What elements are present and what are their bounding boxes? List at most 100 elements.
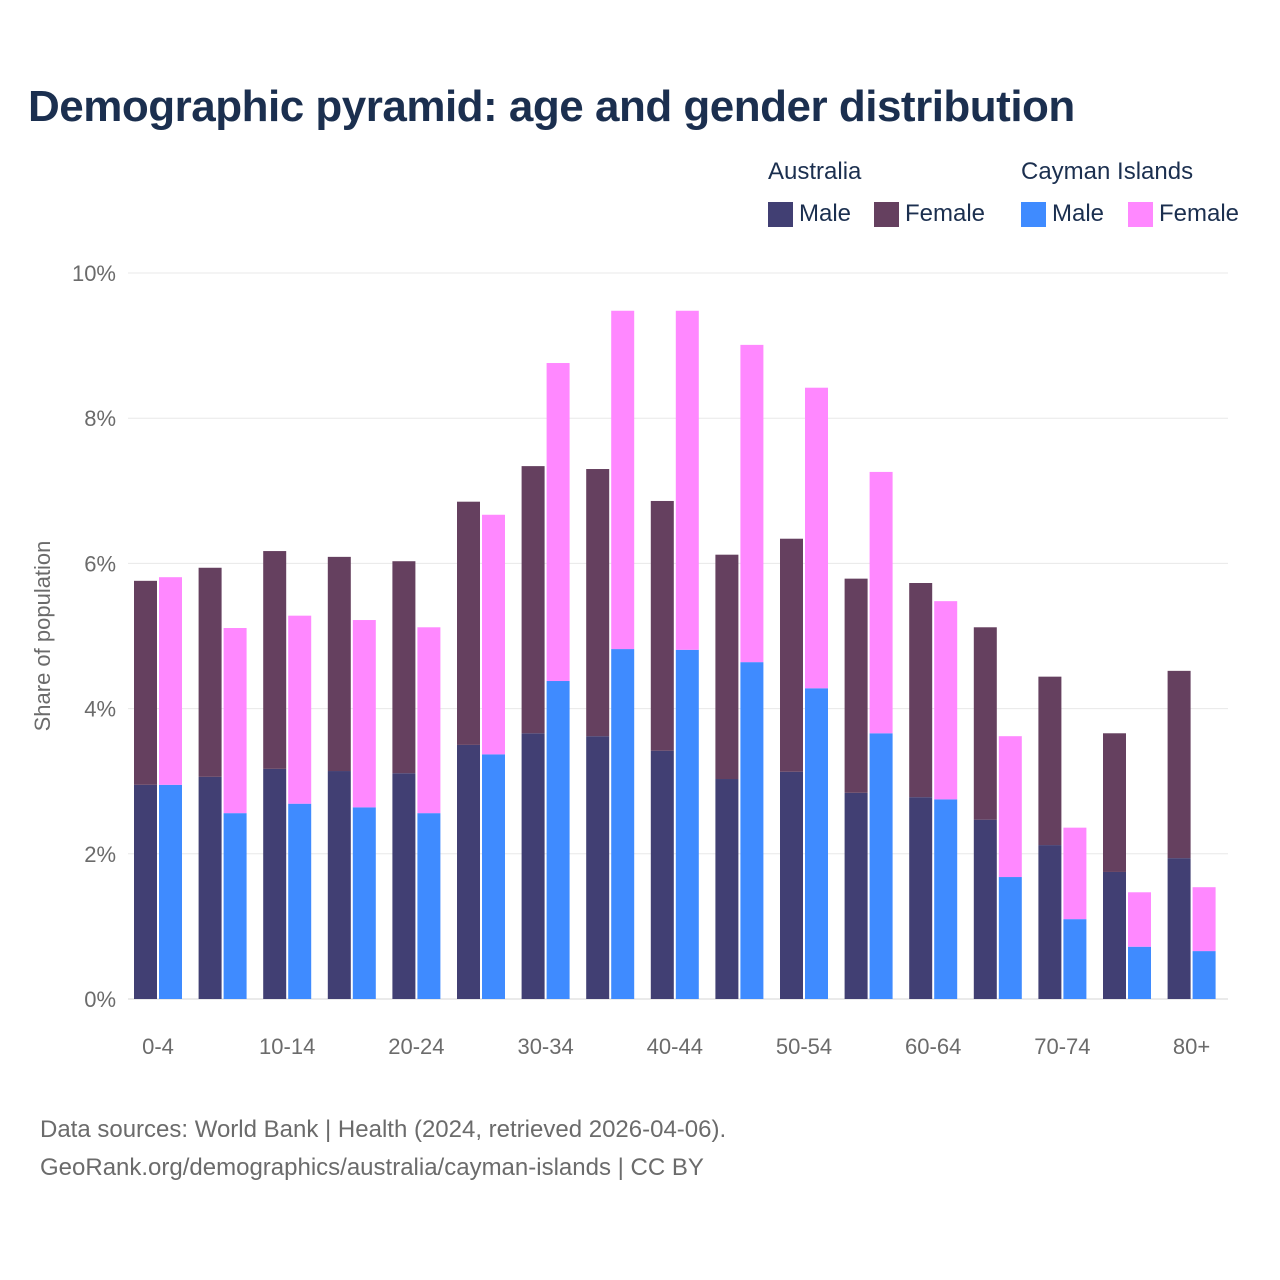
bar-australia-male-45-49	[715, 779, 739, 999]
bar-australia-female-55-59	[844, 578, 868, 793]
bar-australia-female-5-9	[198, 567, 222, 777]
bar-cayman-islands-male-50-54	[805, 688, 828, 999]
bar-cayman-islands-female-35-39	[611, 310, 635, 650]
bar-australia-female-80+	[1167, 670, 1191, 859]
bar-cayman-islands-male-75-79	[1128, 946, 1151, 999]
bar-cayman-islands-female-5-9	[223, 628, 247, 814]
bar-australia-male-55-59	[844, 792, 868, 999]
bar-australia-female-45-49	[715, 554, 739, 780]
bar-cayman-islands-female-0-4	[159, 577, 182, 785]
bar-cayman-islands-male-55-59	[869, 733, 893, 999]
x-tick-label: 0-4	[142, 1034, 174, 1059]
legend-swatch	[1021, 201, 1046, 227]
bar-cayman-islands-female-10-14	[288, 615, 312, 804]
bar-cayman-islands-male-30-34	[546, 681, 570, 999]
bar-cayman-islands-female-75-79	[1128, 892, 1151, 947]
bar-australia-female-25-29	[457, 501, 480, 745]
bar-cayman-islands-male-70-74	[1063, 919, 1087, 999]
legend-swatch	[1128, 201, 1153, 227]
x-tick-label: 70-74	[1034, 1034, 1090, 1059]
bar-cayman-islands-male-35-39	[611, 649, 635, 999]
x-tick-label: 60-64	[905, 1034, 961, 1059]
bar-australia-female-65-69	[973, 627, 997, 820]
bar-cayman-islands-female-40-44	[675, 310, 699, 650]
bar-australia-male-40-44	[650, 750, 674, 999]
y-tick-label: 8%	[84, 406, 116, 431]
bar-australia-male-65-69	[973, 819, 997, 999]
bar-cayman-islands-male-40-44	[675, 649, 699, 999]
bar-cayman-islands-male-10-14	[288, 803, 312, 999]
bar-australia-male-0-4	[134, 784, 157, 999]
bar-cayman-islands-female-25-29	[482, 514, 505, 755]
bar-australia-male-75-79	[1103, 871, 1126, 999]
bar-cayman-islands-male-15-19	[352, 807, 376, 999]
bar-cayman-islands-female-30-34	[546, 363, 570, 682]
bar-cayman-islands-male-80+	[1192, 951, 1216, 999]
bar-australia-female-35-39	[586, 469, 610, 737]
y-tick-label: 10%	[72, 261, 116, 286]
bar-cayman-islands-female-65-69	[998, 736, 1022, 878]
legend-cayman-male: Male	[1021, 200, 1104, 228]
bar-cayman-islands-male-20-24	[417, 813, 441, 999]
bar-cayman-islands-female-15-19	[352, 620, 376, 808]
bar-australia-male-70-74	[1038, 845, 1062, 999]
x-tick-label: 40-44	[647, 1034, 703, 1059]
legend-group-australia: Australia	[768, 158, 862, 185]
legend-label: Female	[905, 200, 986, 227]
legend-label: Male	[799, 200, 852, 227]
bar-australia-female-15-19	[327, 556, 351, 772]
y-axis-label: Share of population	[30, 541, 55, 732]
bar-cayman-islands-male-65-69	[998, 877, 1022, 999]
legend-cayman-female: Female	[1128, 200, 1239, 228]
bar-cayman-islands-male-45-49	[740, 662, 764, 999]
y-tick-label: 2%	[84, 842, 116, 867]
bar-australia-female-70-74	[1038, 676, 1062, 846]
bar-cayman-islands-female-50-54	[805, 387, 828, 689]
bar-cayman-islands-female-20-24	[417, 627, 441, 814]
source-line: Data sources: World Bank | Health (2024,…	[40, 1116, 727, 1143]
x-tick-label: 80+	[1173, 1034, 1210, 1059]
bar-australia-female-40-44	[650, 500, 674, 751]
bar-australia-male-10-14	[263, 768, 287, 999]
bar-australia-male-80+	[1167, 858, 1191, 999]
bar-australia-male-60-64	[909, 797, 933, 999]
x-tick-label: 30-34	[517, 1034, 573, 1059]
chart-title: Demographic pyramid: age and gender dist…	[28, 82, 1075, 131]
bar-australia-female-10-14	[263, 551, 287, 769]
bar-cayman-islands-female-55-59	[869, 471, 893, 734]
legend-label: Male	[1052, 200, 1105, 227]
legend-australia-male: Male	[768, 200, 851, 228]
bar-cayman-islands-female-70-74	[1063, 827, 1087, 920]
x-tick-label: 20-24	[388, 1034, 444, 1059]
bar-australia-male-25-29	[457, 744, 480, 999]
bar-cayman-islands-female-80+	[1192, 887, 1216, 952]
y-tick-label: 0%	[84, 987, 116, 1012]
bar-cayman-islands-male-25-29	[482, 754, 505, 999]
legend-swatch	[874, 201, 899, 227]
legend-australia-female: Female	[874, 200, 985, 228]
bar-australia-female-30-34	[521, 466, 545, 734]
bar-australia-male-5-9	[198, 776, 222, 999]
x-tick-label: 10-14	[259, 1034, 315, 1059]
bar-australia-female-60-64	[909, 583, 933, 798]
bar-cayman-islands-male-0-4	[159, 784, 182, 999]
bar-australia-male-50-54	[780, 771, 803, 999]
legend-group-cayman: Cayman Islands	[1021, 158, 1194, 185]
bar-australia-male-30-34	[521, 733, 545, 999]
legend-swatch	[768, 201, 793, 227]
bar-cayman-islands-male-60-64	[934, 799, 958, 999]
y-tick-label: 6%	[84, 551, 116, 576]
bar-cayman-islands-male-5-9	[223, 813, 247, 999]
bar-australia-male-20-24	[392, 773, 416, 999]
source-url: GeoRank.org/demographics/australia/cayma…	[40, 1154, 704, 1181]
bar-australia-female-0-4	[134, 580, 157, 785]
bar-australia-female-50-54	[780, 538, 803, 772]
y-tick-label: 4%	[84, 697, 116, 722]
bar-cayman-islands-female-45-49	[740, 344, 764, 663]
legend-label: Female	[1159, 200, 1240, 227]
bar-australia-male-35-39	[586, 736, 610, 999]
bar-australia-female-20-24	[392, 561, 416, 774]
bar-cayman-islands-female-60-64	[934, 601, 958, 800]
bar-australia-male-15-19	[327, 771, 351, 999]
